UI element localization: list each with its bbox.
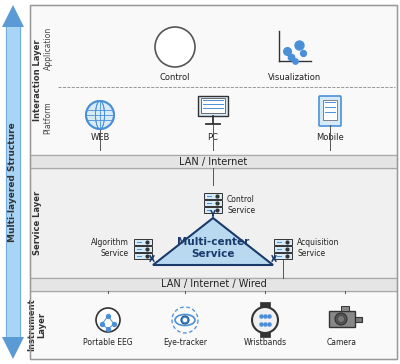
Point <box>284 48 290 54</box>
FancyBboxPatch shape <box>134 239 152 245</box>
FancyBboxPatch shape <box>201 98 225 113</box>
Text: Service Layer: Service Layer <box>32 191 42 255</box>
Circle shape <box>155 27 195 67</box>
Text: Camera: Camera <box>327 338 357 347</box>
Point <box>266 321 272 327</box>
Text: LAN / Internet / Wired: LAN / Internet / Wired <box>161 280 266 289</box>
FancyBboxPatch shape <box>198 96 228 116</box>
Polygon shape <box>2 337 24 359</box>
Point <box>214 193 220 199</box>
FancyBboxPatch shape <box>355 317 362 322</box>
FancyBboxPatch shape <box>134 253 152 259</box>
Text: Multi-layered Structure: Multi-layered Structure <box>8 122 18 242</box>
FancyBboxPatch shape <box>30 291 397 359</box>
FancyBboxPatch shape <box>30 155 397 168</box>
Point <box>111 321 117 327</box>
FancyBboxPatch shape <box>204 207 222 213</box>
Point <box>292 58 298 64</box>
Text: Multi-center
Service: Multi-center Service <box>177 237 249 259</box>
Text: Application: Application <box>44 26 52 70</box>
Point <box>214 200 220 206</box>
Circle shape <box>96 308 120 332</box>
Text: Wristbands: Wristbands <box>244 338 286 347</box>
Text: Control: Control <box>160 73 190 82</box>
Point <box>258 313 264 319</box>
FancyBboxPatch shape <box>260 302 270 307</box>
Text: WEB: WEB <box>90 133 110 142</box>
FancyBboxPatch shape <box>341 306 349 311</box>
Circle shape <box>335 313 347 325</box>
Point <box>262 321 268 327</box>
Point <box>144 253 150 259</box>
Point <box>99 321 105 327</box>
Text: LAN / Internet: LAN / Internet <box>179 157 248 166</box>
Circle shape <box>86 101 114 129</box>
Point <box>144 246 150 252</box>
Text: Portable EEG: Portable EEG <box>83 338 133 347</box>
Polygon shape <box>153 218 273 265</box>
FancyBboxPatch shape <box>204 193 222 199</box>
Circle shape <box>252 307 278 333</box>
Point <box>284 239 290 245</box>
Point <box>296 42 302 48</box>
Point <box>284 253 290 259</box>
Text: Platform: Platform <box>44 102 52 134</box>
FancyBboxPatch shape <box>274 253 292 259</box>
FancyBboxPatch shape <box>319 96 341 126</box>
Polygon shape <box>329 311 355 327</box>
Point <box>105 313 111 319</box>
Point <box>300 50 306 56</box>
Text: Interaction Layer: Interaction Layer <box>32 39 42 121</box>
Text: Visualization: Visualization <box>268 73 322 82</box>
FancyBboxPatch shape <box>204 200 222 206</box>
Point <box>262 313 268 319</box>
FancyBboxPatch shape <box>134 246 152 252</box>
Text: Mobile: Mobile <box>316 133 344 142</box>
Point <box>258 321 264 327</box>
Text: Algorithm
Service: Algorithm Service <box>91 238 129 258</box>
Point <box>284 246 290 252</box>
Circle shape <box>183 318 187 322</box>
Point <box>288 54 294 60</box>
Text: Control
Service: Control Service <box>227 195 255 215</box>
FancyBboxPatch shape <box>30 5 397 155</box>
Text: Eye-tracker: Eye-tracker <box>163 338 207 347</box>
Ellipse shape <box>175 314 195 325</box>
FancyBboxPatch shape <box>274 239 292 245</box>
FancyBboxPatch shape <box>30 278 397 291</box>
Text: Acquisition
Service: Acquisition Service <box>297 238 339 258</box>
Circle shape <box>338 316 344 323</box>
Polygon shape <box>2 5 24 27</box>
FancyBboxPatch shape <box>274 246 292 252</box>
FancyBboxPatch shape <box>260 332 270 337</box>
Text: PC: PC <box>208 133 218 142</box>
Point <box>144 239 150 245</box>
Circle shape <box>181 316 189 324</box>
FancyBboxPatch shape <box>30 168 397 278</box>
Point <box>266 313 272 319</box>
Point <box>105 326 111 332</box>
FancyBboxPatch shape <box>323 100 337 120</box>
Text: Instrument
Layer: Instrument Layer <box>27 298 47 351</box>
Point <box>214 207 220 213</box>
